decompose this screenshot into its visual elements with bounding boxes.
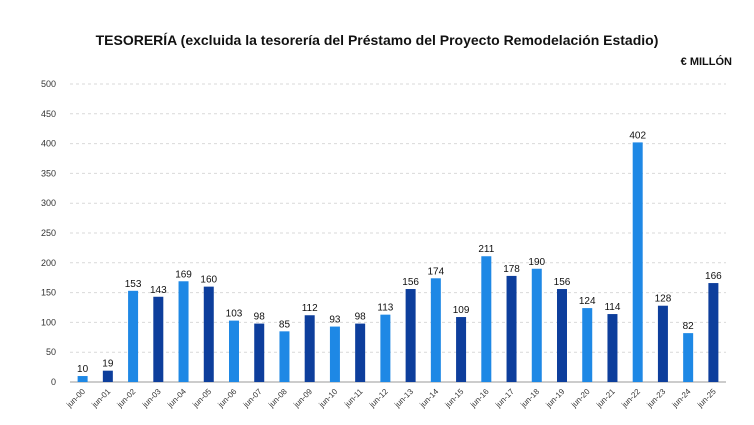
x-tick-label: jun-03	[140, 387, 163, 410]
data-label: 190	[528, 257, 545, 268]
y-tick-label: 100	[41, 317, 56, 327]
data-label: 166	[705, 271, 722, 282]
bar	[254, 323, 265, 382]
bar	[153, 296, 164, 382]
x-tick-label: jun-00	[64, 387, 87, 410]
x-tick-label: jun-06	[216, 387, 239, 410]
bar	[632, 142, 643, 382]
data-label: 128	[655, 294, 672, 305]
data-label: 82	[683, 321, 695, 332]
x-tick-label: jun-23	[645, 387, 668, 410]
x-tick-label: jun-10	[317, 387, 340, 410]
bar	[657, 305, 668, 382]
x-tick-label: jun-11	[342, 387, 365, 410]
bar	[582, 308, 593, 382]
y-tick-label: 400	[41, 139, 56, 149]
bar	[683, 333, 694, 382]
data-label: 153	[125, 279, 142, 290]
unit-label: € MILLÓN	[680, 56, 732, 68]
x-tick-label: jun-16	[468, 387, 491, 410]
data-label: 169	[175, 269, 192, 280]
bar	[708, 283, 719, 382]
y-tick-label: 450	[41, 109, 56, 119]
x-tick-label: jun-08	[266, 387, 289, 410]
data-label: 112	[302, 303, 318, 314]
data-label: 10	[77, 364, 89, 375]
bar	[102, 370, 113, 382]
data-label: 113	[377, 303, 393, 314]
bar	[279, 331, 290, 382]
bar	[304, 315, 315, 382]
data-label: 156	[402, 277, 419, 288]
x-tick-label: jun-05	[190, 387, 213, 410]
y-tick-label: 200	[41, 258, 56, 268]
x-tick-label: jun-07	[241, 387, 264, 410]
y-tick-label: 50	[46, 347, 56, 357]
bar	[557, 289, 567, 382]
data-label: 402	[629, 130, 646, 141]
x-tick-label: jun-19	[544, 387, 567, 410]
x-tick-label: jun-12	[367, 387, 390, 410]
bar	[229, 320, 239, 382]
bar	[380, 314, 391, 382]
data-label: 178	[503, 264, 520, 275]
bar	[128, 290, 139, 382]
chart-title: TESORERÍA (excluida la tesorería del Pré…	[95, 32, 659, 48]
y-tick-label: 500	[41, 79, 56, 89]
data-label: 160	[200, 275, 217, 286]
bar	[456, 317, 467, 382]
y-tick-label: 150	[41, 288, 56, 298]
x-tick-label: jun-18	[518, 387, 541, 410]
bar	[607, 314, 618, 382]
data-label: 174	[428, 266, 445, 277]
x-tick-label: jun-01	[89, 387, 112, 410]
x-tick-label: jun-09	[291, 387, 314, 410]
data-label: 109	[453, 305, 470, 316]
x-tick-label: jun-20	[569, 387, 592, 410]
data-label: 19	[102, 359, 114, 370]
y-tick-label: 250	[41, 228, 56, 238]
bar	[481, 256, 492, 382]
y-tick-label: 0	[51, 377, 56, 387]
data-label: 114	[604, 302, 620, 313]
data-label: 85	[279, 319, 291, 330]
x-tick-label: jun-04	[165, 387, 188, 410]
x-tick-label: jun-13	[392, 387, 415, 410]
data-label: 98	[254, 312, 266, 323]
data-label: 103	[226, 309, 243, 320]
data-label: 211	[478, 244, 494, 255]
x-tick-label: jun-25	[695, 387, 718, 410]
data-label: 93	[329, 315, 341, 326]
data-label: 143	[150, 285, 167, 296]
data-label: 124	[579, 296, 596, 307]
bar	[329, 326, 340, 382]
x-tick-label: jun-22	[619, 387, 642, 410]
bar	[430, 278, 441, 382]
bar	[531, 268, 542, 382]
bar	[178, 281, 189, 382]
x-tick-label: jun-21	[594, 387, 617, 410]
y-tick-label: 300	[41, 198, 56, 208]
x-tick-label: jun-15	[443, 387, 466, 410]
bar	[203, 286, 214, 382]
data-label: 98	[355, 312, 367, 323]
x-tick-label: jun-14	[417, 387, 440, 410]
x-tick-label: jun-17	[493, 387, 516, 410]
bar	[405, 289, 416, 382]
x-tick-label: jun-02	[115, 387, 138, 410]
data-label: 156	[554, 277, 571, 288]
y-tick-label: 350	[41, 168, 56, 178]
bar	[506, 275, 517, 382]
bar	[77, 376, 88, 382]
x-tick-label: jun-24	[670, 387, 693, 410]
bar	[355, 323, 366, 382]
